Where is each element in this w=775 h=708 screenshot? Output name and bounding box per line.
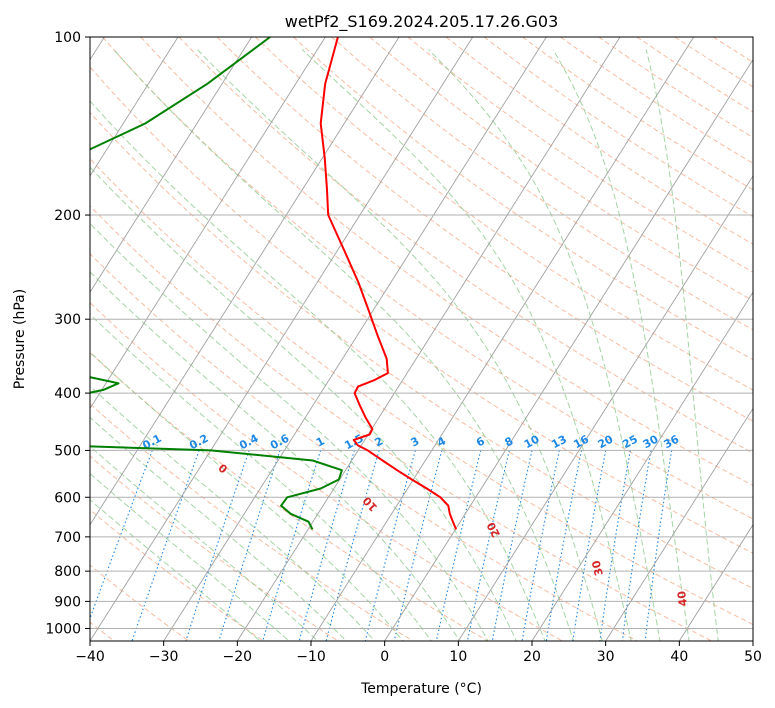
x-tick-label: 50 bbox=[744, 649, 762, 665]
dewpoint-profile bbox=[90, 37, 343, 530]
y-tick-label: 400 bbox=[54, 386, 81, 402]
mixing-ratio-label: 10 bbox=[522, 432, 542, 451]
y-tick-label: 500 bbox=[54, 443, 81, 459]
dry-adiabat bbox=[90, 509, 265, 641]
mixing-ratio-label: 36 bbox=[662, 432, 682, 451]
isotherm bbox=[678, 523, 753, 641]
isotherm bbox=[531, 291, 753, 641]
mixing-ratio-label: 13 bbox=[549, 433, 569, 452]
isotherm bbox=[163, 37, 547, 641]
mixing-ratio-label: 16 bbox=[571, 432, 591, 451]
isotherms bbox=[90, 37, 753, 641]
y-tick-label: 700 bbox=[54, 530, 81, 546]
x-tick-label: 40 bbox=[670, 649, 688, 665]
mixing-ratio-label: 25 bbox=[620, 433, 640, 452]
mixing-ratio-label: 30 bbox=[641, 432, 661, 451]
isotherm bbox=[90, 37, 400, 526]
x-tick-label: −40 bbox=[75, 649, 105, 665]
plot-frame bbox=[89, 36, 754, 642]
x-tick-label: −20 bbox=[223, 649, 253, 665]
mixing-ratio-label: 20 bbox=[596, 432, 616, 451]
isotherm bbox=[90, 37, 474, 641]
dry-adiabat bbox=[369, 37, 753, 302]
y-tick-label: 1000 bbox=[45, 621, 81, 637]
dry-adiabat bbox=[178, 37, 753, 454]
x-tick-label: 10 bbox=[449, 649, 467, 665]
y-tick-label: 100 bbox=[54, 30, 81, 46]
isobars bbox=[90, 37, 753, 629]
temperature-profile bbox=[319, 37, 458, 530]
moist-adiabat bbox=[90, 472, 290, 641]
isotherm bbox=[457, 175, 753, 641]
isotherm bbox=[90, 37, 326, 410]
x-tick-label: −10 bbox=[296, 649, 326, 665]
x-tick-label: 0 bbox=[380, 649, 389, 665]
x-tick-label: 20 bbox=[523, 649, 541, 665]
moist-adiabat bbox=[196, 49, 603, 641]
moist-adiabat bbox=[90, 499, 261, 641]
moist-adiabat bbox=[90, 416, 348, 641]
profiles bbox=[90, 37, 458, 530]
y-tick-label: 300 bbox=[54, 312, 81, 328]
dry-adiabat bbox=[254, 37, 753, 391]
y-axis-label: Pressure (hPa) bbox=[12, 289, 28, 389]
isotherm bbox=[384, 58, 753, 641]
y-tick-label: 200 bbox=[54, 208, 81, 224]
dry-adiabat bbox=[90, 111, 753, 589]
isotherm bbox=[605, 407, 753, 641]
y-tick-label: 900 bbox=[54, 594, 81, 610]
x-tick-label: −30 bbox=[149, 649, 179, 665]
isotherm bbox=[90, 37, 253, 294]
y-tick-label: 800 bbox=[54, 564, 81, 580]
isotherm bbox=[310, 37, 695, 641]
x-tick-label: 30 bbox=[597, 649, 615, 665]
isotherm bbox=[236, 37, 621, 641]
moist-adiabat-label: 30 bbox=[589, 559, 606, 577]
moist-adiabat-label: 40 bbox=[675, 590, 690, 607]
dry-adiabat bbox=[216, 37, 753, 422]
plot-area: -100-90-80-70-60-50-40-30-20-10010203040… bbox=[90, 37, 753, 641]
axes: −40 −30 −20 −10 0 10 20 30 40 50 100 200 300 400 500 60… bbox=[45, 30, 762, 665]
dry-adiabat bbox=[90, 564, 190, 641]
y-tick-label: 600 bbox=[54, 490, 81, 506]
dry-adiabat bbox=[90, 253, 639, 641]
x-axis-label: Temperature (°C) bbox=[360, 681, 482, 697]
chart-title: wetPf2_S169.2024.205.17.26.G03 bbox=[285, 12, 559, 32]
moist-adiabat bbox=[90, 166, 517, 641]
